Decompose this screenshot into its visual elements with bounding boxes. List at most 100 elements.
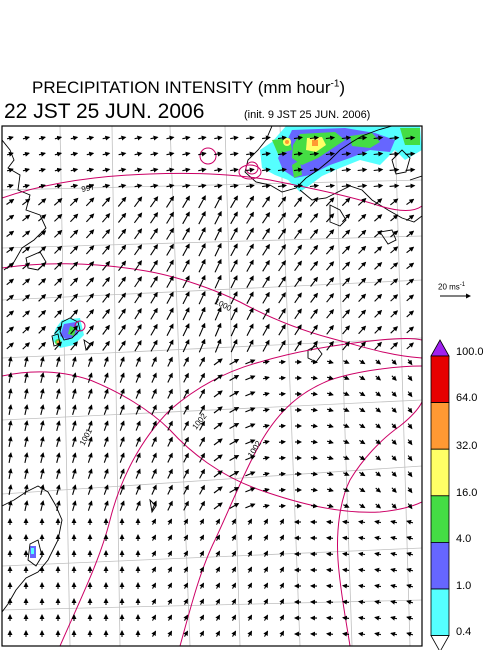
wind-vector	[182, 227, 190, 241]
wind-vector	[6, 342, 14, 350]
wind-vector	[230, 151, 239, 157]
wind-vector	[87, 484, 93, 495]
wind-vector	[87, 500, 93, 511]
wind-vector	[70, 245, 79, 255]
wind-vector	[358, 277, 367, 286]
wind-vector	[309, 228, 319, 239]
wind-vector	[326, 423, 334, 429]
wind-vector	[119, 468, 125, 479]
wind-vector	[390, 342, 399, 350]
wind-vector	[390, 262, 399, 270]
wind-vector	[199, 420, 205, 431]
wind-vector	[7, 452, 13, 463]
wind-vector	[198, 151, 207, 157]
wind-vector	[151, 452, 157, 463]
wind-vector	[22, 278, 31, 286]
wind-vector	[198, 135, 207, 141]
wind-vector	[166, 135, 175, 141]
wind-vector	[150, 183, 159, 189]
wind-vector	[247, 550, 252, 557]
wind-vector	[118, 324, 126, 336]
wind-vector	[38, 325, 46, 334]
wind-vector	[262, 375, 270, 381]
wind-vector	[198, 322, 206, 337]
wind-vector	[150, 291, 158, 304]
wind-vector	[135, 500, 141, 511]
wind-vector	[326, 583, 334, 589]
wind-vector	[310, 391, 318, 397]
wind-vector	[213, 454, 223, 462]
wind-vector	[374, 198, 383, 206]
wind-vector	[325, 151, 336, 157]
wind-vector	[38, 294, 47, 302]
wind-vector	[102, 308, 110, 319]
wind-vector	[166, 195, 175, 208]
wind-vector	[150, 227, 158, 240]
wind-vector	[102, 244, 111, 255]
wind-vector	[278, 487, 286, 493]
wind-vector	[71, 372, 77, 383]
wind-vector	[279, 582, 284, 589]
wind-vector	[326, 407, 334, 413]
wind-vector	[262, 195, 271, 208]
wind-vector	[150, 167, 159, 173]
wind-vector	[183, 534, 188, 541]
wind-vector	[406, 567, 414, 573]
wind-vector	[246, 183, 255, 189]
wind-vector	[278, 391, 286, 397]
wind-vector	[134, 183, 143, 189]
wind-vector	[70, 135, 79, 141]
wind-vector	[215, 518, 220, 525]
wind-vector	[230, 307, 238, 321]
wind-vector	[118, 183, 127, 189]
wind-vector	[86, 325, 94, 335]
wind-vector	[406, 519, 414, 525]
wind-vector	[343, 375, 350, 380]
wind-vector	[406, 326, 415, 334]
wind-vector	[374, 246, 383, 254]
wind-vector	[230, 275, 238, 289]
wind-vector	[54, 277, 63, 286]
wind-vector	[406, 246, 415, 254]
wind-vector	[70, 261, 79, 271]
wind-vector	[215, 598, 220, 605]
wind-vector	[342, 615, 350, 621]
wind-vector	[103, 404, 109, 415]
wind-vector	[278, 375, 286, 381]
wind-vector	[343, 455, 350, 460]
legend-level: 100.0	[456, 346, 484, 358]
wind-vector	[183, 500, 189, 511]
wind-vector	[199, 566, 204, 573]
wind-vector	[262, 359, 270, 365]
wind-vector	[214, 258, 222, 273]
wind-vector	[391, 455, 397, 461]
wind-vector	[86, 341, 94, 351]
wind-vector	[54, 135, 63, 141]
wind-vector	[87, 356, 93, 367]
wind-vector	[263, 566, 268, 573]
wind-vector	[6, 151, 14, 157]
wind-vector	[150, 243, 158, 256]
wind-vector	[6, 326, 15, 334]
wind-vector	[70, 309, 79, 319]
wind-vector	[390, 214, 399, 222]
wind-vector	[342, 551, 350, 557]
wind-vector	[231, 550, 236, 557]
wind-vector	[71, 388, 77, 399]
wind-vector	[341, 183, 352, 189]
wind-vector	[407, 487, 413, 494]
wind-vector	[213, 390, 223, 398]
wind-vector	[406, 599, 414, 605]
wind-vector	[245, 487, 256, 493]
wind-vector	[6, 167, 14, 173]
wind-vector	[229, 407, 240, 413]
wind-vector	[214, 322, 222, 337]
wind-vector	[22, 167, 30, 173]
wind-vector	[198, 338, 206, 353]
wind-vector	[262, 151, 271, 157]
wind-vector	[358, 293, 367, 302]
wind-vector	[246, 259, 254, 272]
wind-vector	[135, 356, 141, 367]
wind-vector	[262, 323, 270, 336]
wind-vector	[390, 535, 398, 541]
